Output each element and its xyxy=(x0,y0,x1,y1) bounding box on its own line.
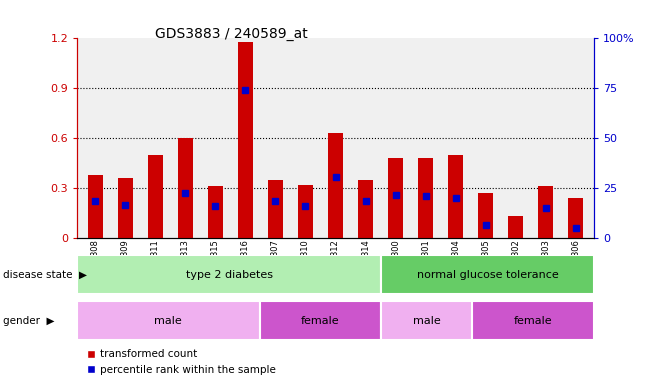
Bar xyxy=(328,133,343,238)
Legend: transformed count, percentile rank within the sample: transformed count, percentile rank withi… xyxy=(83,345,280,379)
Bar xyxy=(388,158,403,238)
Bar xyxy=(117,178,133,238)
Bar xyxy=(448,155,463,238)
Text: disease state  ▶: disease state ▶ xyxy=(3,270,87,280)
Text: type 2 diabetes: type 2 diabetes xyxy=(186,270,272,280)
Bar xyxy=(268,180,283,238)
Bar xyxy=(381,301,472,340)
Bar xyxy=(538,187,554,238)
Bar xyxy=(298,185,313,238)
Text: female: female xyxy=(514,316,552,326)
Bar xyxy=(508,217,523,238)
Bar xyxy=(568,198,583,238)
Bar xyxy=(478,193,493,238)
Bar xyxy=(260,301,381,340)
Bar xyxy=(358,180,373,238)
Text: normal glucose tolerance: normal glucose tolerance xyxy=(417,270,558,280)
Text: male: male xyxy=(413,316,441,326)
Text: male: male xyxy=(154,316,183,326)
Bar xyxy=(178,138,193,238)
Bar xyxy=(238,42,253,238)
Bar xyxy=(208,187,223,238)
Text: female: female xyxy=(301,316,340,326)
Bar xyxy=(472,301,594,340)
Bar xyxy=(77,301,260,340)
Bar xyxy=(381,255,594,294)
Bar xyxy=(88,175,103,238)
Bar xyxy=(418,158,433,238)
Bar xyxy=(148,155,163,238)
Bar xyxy=(77,255,381,294)
Text: gender  ▶: gender ▶ xyxy=(3,316,55,326)
Text: GDS3883 / 240589_at: GDS3883 / 240589_at xyxy=(154,27,307,41)
